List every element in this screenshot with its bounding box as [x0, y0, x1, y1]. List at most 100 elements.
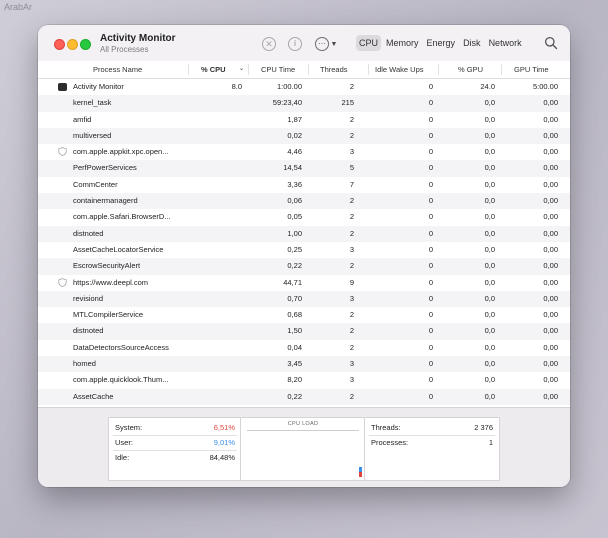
cell-gpu: 0,0	[484, 228, 495, 238]
cell-cpu-time: 0,22	[287, 391, 302, 401]
tab-energy[interactable]: Energy	[426, 38, 456, 48]
column-cpu[interactable]: % CPU ⌄	[188, 61, 246, 78]
info-icon[interactable]: i	[288, 37, 302, 51]
cell-gpu: 0,0	[484, 342, 495, 352]
shield-icon	[58, 277, 67, 287]
cell-threads: 3	[349, 375, 354, 385]
table-row[interactable]: multiversed 0,02 2 0 0,0 0,00	[38, 127, 570, 145]
cell-idle: 0	[428, 212, 433, 222]
cell-gpu: 0,0	[484, 244, 495, 254]
cell-idle: 0	[428, 293, 433, 303]
cell-cpu-time: 44,71	[283, 277, 302, 287]
tab-disk[interactable]: Disk	[463, 38, 481, 48]
close-window-button[interactable]	[54, 39, 65, 50]
cell-gpu-time: 0,00	[543, 326, 558, 336]
threads-stat: Threads: 2 376	[371, 422, 493, 434]
cell-cpu-time: 4,46	[287, 147, 302, 157]
tab-memory[interactable]: Memory	[386, 38, 419, 48]
view-tabs: CPU Memory Energy Disk Network	[356, 35, 527, 51]
window-subtitle: All Processes	[100, 45, 149, 54]
tab-cpu[interactable]: CPU	[356, 35, 382, 51]
table-row[interactable]: distnoted 1,50 2 0 0,0 0,00	[38, 323, 570, 340]
cell-idle: 0	[428, 98, 433, 108]
stop-process-icon[interactable]: ✕	[262, 37, 276, 51]
cell-gpu: 24.0	[480, 82, 495, 91]
cell-gpu-time: 0,00	[543, 98, 558, 108]
cell-threads: 2	[349, 310, 354, 320]
table-row[interactable]: MTLCompilerService 0,68 2 0 0,0 0,00	[38, 307, 570, 323]
table-row[interactable]: Activity Monitor 8.0 1:00.00 2 0 24.0 5:00.00	[38, 79, 570, 95]
table-row[interactable]: homed 3,45 3 0 0,0 0,00	[38, 356, 570, 373]
cell-gpu: 0,0	[484, 310, 495, 320]
cell-gpu-time: 0,00	[543, 310, 558, 320]
shield-icon	[58, 147, 67, 157]
column-process-name[interactable]: Process Name	[93, 65, 143, 74]
cell-cpu-time: 1,87	[287, 114, 302, 124]
table-row[interactable]: com.apple.appkit.xpc.open... 4,46 3 0 0,0 0,0…	[38, 144, 570, 160]
cell-idle: 0	[428, 391, 433, 401]
cell-name: Activity Monitor	[73, 82, 124, 91]
cell-gpu: 0,0	[484, 261, 495, 271]
cell-gpu: 0,0	[484, 277, 495, 287]
table-row[interactable]: revisiond 0,70 3 0 0,0 0,00	[38, 290, 570, 308]
table-row[interactable]: DataDetectorsSourceAccess 0,04 2 0 0,0 0,00	[38, 340, 570, 356]
window-title: Activity Monitor	[100, 33, 176, 44]
cell-threads: 2	[349, 228, 354, 238]
table-row[interactable]: CommCenter 3,36 7 0 0,0 0,00	[38, 177, 570, 193]
threads-value: 2 376	[474, 423, 493, 432]
cell-gpu: 0,0	[484, 212, 495, 222]
cell-idle: 0	[428, 326, 433, 336]
table-row[interactable]: com.apple.quicklook.Thum... 8,20 3 0 0,0 0,00	[38, 372, 570, 388]
system-stat: System: 6,51%	[115, 422, 235, 434]
column-gpu-time-label: GPU Time	[514, 65, 549, 74]
cell-gpu-time: 0,00	[543, 196, 558, 206]
cell-gpu: 0,0	[484, 359, 495, 369]
cell-name: AssetCache	[73, 391, 114, 401]
column-gpu[interactable]: % GPU	[438, 61, 498, 78]
table-row[interactable]: com.apple.Safari.BrowserD... 0,05 2 0 0,0 0,0…	[38, 209, 570, 225]
cell-name: https://www.deepl.com	[73, 277, 149, 287]
table-row[interactable]: EscrowSecurityAlert 0,22 2 0 0,0 0,00	[38, 258, 570, 275]
search-icon[interactable]	[544, 36, 558, 50]
cell-cpu-time: 3,36	[287, 179, 302, 189]
table-row[interactable]: containermanagerd 0,06 2 0 0,0 0,00	[38, 193, 570, 210]
cell-threads: 2	[349, 212, 354, 222]
cell-cpu-time: 1,50	[287, 326, 302, 336]
cell-idle: 0	[428, 261, 433, 271]
cell-idle: 0	[428, 114, 433, 124]
cell-name: com.apple.appkit.xpc.open...	[73, 147, 169, 157]
cell-name: revisiond	[73, 293, 104, 303]
tab-network[interactable]: Network	[488, 38, 522, 48]
table-row[interactable]: https://www.deepl.com 44,71 9 0 0,0 0,00	[38, 275, 570, 291]
activity-monitor-window: Activity Monitor All Processes ✕ i ··· ▼…	[38, 25, 570, 487]
column-idle-wake-ups[interactable]: Idle Wake Ups	[368, 61, 436, 78]
more-options-icon[interactable]: ···	[315, 37, 329, 51]
cell-cpu-time: 59:23,40	[272, 98, 302, 108]
table-row[interactable]: kernel_task 59:23,40 215 0 0,0 0,00	[38, 95, 570, 112]
table-row[interactable]: amfid 1,87 2 0 0,0 0,00	[38, 112, 570, 128]
column-gpu-time[interactable]: GPU Time	[501, 61, 567, 78]
cell-name: containermanagerd	[73, 196, 138, 206]
cell-gpu: 0,0	[484, 179, 495, 189]
cell-cpu-time: 0,02	[287, 130, 302, 140]
column-threads[interactable]: Threads	[308, 61, 366, 78]
cell-cpu-time: 14,54	[283, 163, 302, 173]
processes-stat: Processes: 1	[371, 437, 493, 449]
table-row[interactable]: AssetCache 0,22 2 0 0,0 0,00	[38, 388, 570, 405]
cell-idle: 0	[428, 196, 433, 206]
cell-gpu: 0,0	[484, 98, 495, 108]
column-cpu-time[interactable]: CPU Time	[248, 61, 306, 78]
cell-cpu-time: 1,00	[287, 228, 302, 238]
zoom-window-button[interactable]	[80, 39, 91, 50]
divider	[369, 435, 495, 436]
cell-gpu-time: 5:00.00	[532, 82, 558, 91]
cell-gpu: 0,0	[484, 163, 495, 173]
chevron-down-icon[interactable]: ▼	[330, 40, 338, 48]
minimize-window-button[interactable]	[67, 39, 78, 50]
cpu-load-panel: CPU LOAD	[240, 417, 366, 481]
cell-threads: 7	[349, 179, 354, 189]
table-row[interactable]: PerfPowerServices 14,54 5 0 0,0 0,00	[38, 160, 570, 177]
table-row[interactable]: distnoted 1,00 2 0 0,0 0,00	[38, 225, 570, 242]
processes-value: 1	[488, 438, 493, 447]
table-row[interactable]: AssetCacheLocatorService 0,25 3 0 0,0 0,00	[38, 242, 570, 258]
